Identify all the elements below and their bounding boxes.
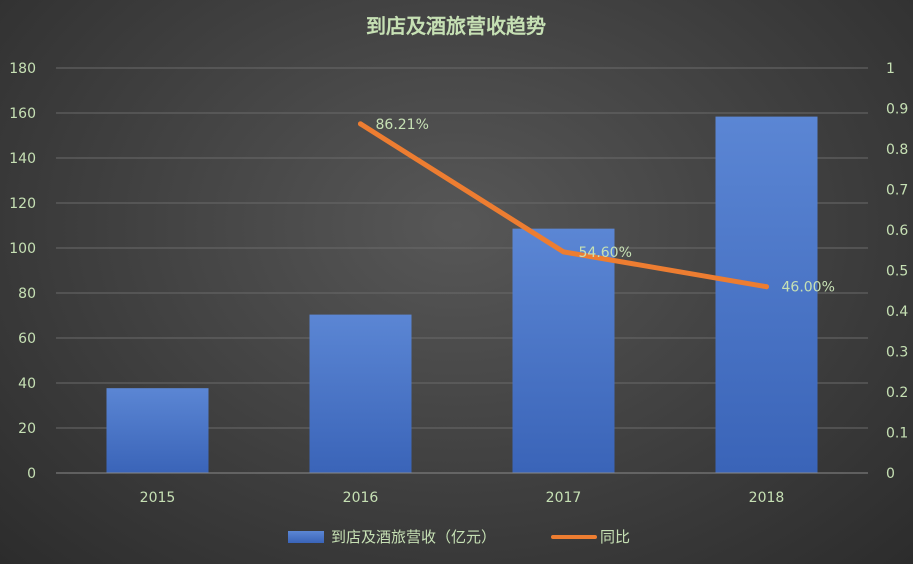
yoy-data-label: 86.21%	[376, 117, 429, 133]
yoy-point	[764, 284, 769, 290]
legend-label-revenue: 到店及酒旅营收（亿元）	[331, 528, 496, 546]
bar-series	[106, 116, 818, 473]
y-left-tick-label: 180	[9, 61, 36, 77]
yoy-point	[358, 121, 363, 127]
y-left-tick-label: 0	[27, 466, 36, 482]
x-tick-label: 2017	[546, 490, 582, 506]
y-right-tick-label: 0.5	[886, 264, 908, 280]
y-left-tick-label: 20	[18, 421, 36, 437]
y-left-tick-label: 140	[9, 151, 36, 167]
y-left-tick-label: 60	[18, 331, 36, 347]
x-axis: 2015 2016 2017 2018	[56, 472, 868, 506]
y-right-tick-label: 0.3	[886, 345, 908, 361]
y-right-tick-label: 0.9	[886, 102, 908, 118]
bar	[309, 314, 412, 473]
right-y-axis: 0 0.1 0.2 0.3 0.4 0.5 0.6 0.7 0.8 0.9 1	[886, 61, 908, 482]
x-tick-label: 2015	[140, 490, 176, 506]
y-right-tick-label: 0.8	[886, 142, 908, 158]
x-tick-label: 2018	[749, 490, 785, 506]
bar	[106, 388, 209, 473]
y-left-tick-label: 160	[9, 106, 36, 122]
yoy-data-label: 54.60%	[579, 245, 632, 261]
gridlines	[56, 67, 868, 429]
data-labels: 86.21% 54.60% 46.00%	[376, 117, 835, 296]
legend: 到店及酒旅营收（亿元） 同比	[288, 528, 630, 546]
y-right-tick-label: 0.4	[886, 304, 908, 320]
line-series	[358, 121, 769, 290]
x-tick-label: 2016	[343, 490, 379, 506]
y-left-tick-label: 120	[9, 196, 36, 212]
yoy-point	[561, 249, 566, 255]
bar	[715, 116, 818, 473]
y-left-tick-label: 80	[18, 286, 36, 302]
y-right-tick-label: 0.2	[886, 385, 908, 401]
y-right-tick-label: 1	[886, 61, 895, 77]
y-right-tick-label: 0.6	[886, 223, 908, 239]
y-left-tick-label: 40	[18, 376, 36, 392]
bar	[512, 228, 615, 473]
left-y-axis: 0 20 40 60 80 100 120 140 160 180	[9, 61, 36, 482]
y-right-tick-label: 0	[886, 466, 895, 482]
y-left-tick-label: 100	[9, 241, 36, 257]
legend-swatch-revenue	[288, 531, 324, 543]
y-right-tick-label: 0.7	[886, 183, 908, 199]
legend-label-yoy: 同比	[600, 528, 630, 546]
y-right-tick-label: 0.1	[886, 426, 908, 442]
yoy-data-label: 46.00%	[782, 280, 835, 296]
chart-title: 到店及酒旅营收趋势	[366, 14, 546, 38]
